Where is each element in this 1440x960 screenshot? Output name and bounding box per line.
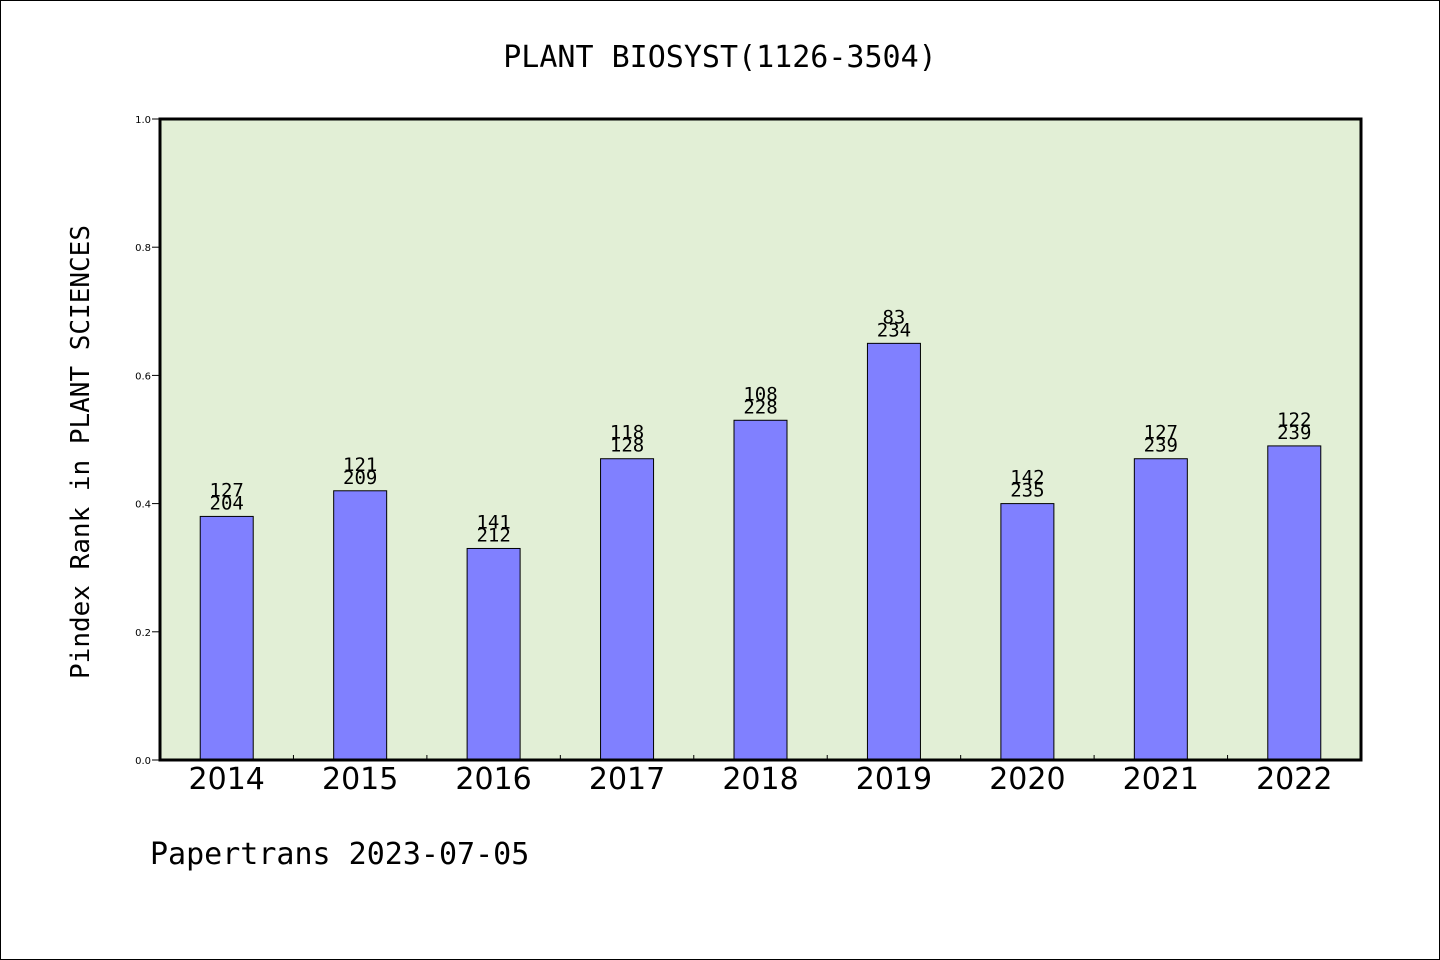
bar-label-top: 108 [743,383,777,405]
x-tick-label: 2014 [189,762,265,797]
x-tick-label: 2021 [1123,762,1199,797]
bar-label-bottom: 239 [1144,435,1178,457]
bar-label-bottom: 228 [743,396,777,418]
bar-2015 [333,490,388,761]
y-tick-label: 0.4 [135,500,151,511]
bar-label-top: 141 [476,511,510,533]
bar-label-bottom: 234 [877,319,911,341]
bar-label-bottom: 235 [1010,480,1044,502]
bar-label-top: 121 [343,454,377,476]
footer-text: Papertrans 2023-07-05 [150,837,529,872]
bar-label-top: 127 [1144,422,1178,444]
x-axis-labels: 2014 2015 2016 2017 2018 2019 2020 2021 2022 [189,762,1333,797]
bar-label-bottom: 204 [210,492,244,514]
bar-2017 [600,458,655,761]
bar-2020 [1000,503,1055,761]
y-tick-label: 1.0 [135,115,151,126]
x-tick-label: 2019 [856,762,932,797]
y-tick-label: 0.2 [135,628,151,639]
bar-2019 [866,342,921,761]
bar-2016 [466,547,521,761]
y-axis-label: Pindex Rank in PLANT SCIENCES [66,225,96,679]
x-tick-label: 2018 [722,762,798,797]
plot-border [158,117,1363,762]
bars [199,342,1322,761]
x-tick-label: 2016 [455,762,531,797]
chart-title: PLANT BIOSYST(1126-3504) [503,40,936,75]
bar-label-top: 122 [1277,409,1311,431]
bar-label-top: 142 [1010,467,1044,489]
x-tick-label: 2022 [1256,762,1332,797]
bar-label-top: 127 [210,479,244,501]
x-tick-label: 2015 [322,762,398,797]
bar-label-top: 118 [610,422,644,444]
x-tick-label: 2020 [989,762,1065,797]
bar-label-bottom: 128 [610,435,644,457]
bar-2018 [733,419,788,761]
x-tick-label: 2017 [589,762,665,797]
bar-2021 [1133,458,1188,761]
y-tick-label: 0.6 [135,371,151,382]
bar-label-bottom: 212 [476,524,510,546]
bar-label-bottom: 239 [1277,422,1311,444]
bar-labels: 1272041212091412121181281082288323414223… [210,306,1312,546]
y-axis-ticks: 0.0 0.2 0.4 0.6 0.8 1.0 [135,115,160,767]
bar-2014 [199,515,254,761]
bar-label-top: 83 [882,306,905,328]
bar-label-bottom: 209 [343,467,377,489]
y-tick-label: 0.0 [135,756,151,767]
bar-2022 [1267,445,1322,761]
y-tick-label: 0.8 [135,243,151,254]
